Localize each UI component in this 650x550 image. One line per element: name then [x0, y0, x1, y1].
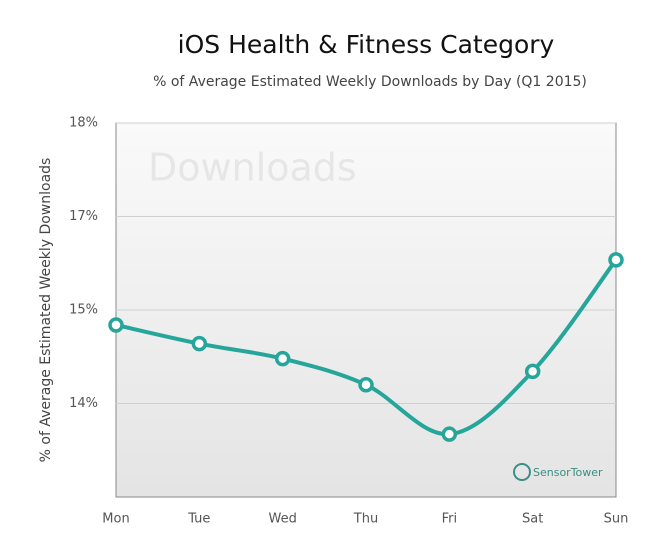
x-tick-label: Wed	[268, 512, 296, 527]
y-tick-label: 17%	[69, 209, 98, 224]
watermark: Downloads	[148, 146, 357, 190]
x-tick-label: Sun	[604, 512, 629, 527]
x-tick-label: Sat	[522, 512, 543, 527]
point	[274, 350, 291, 367]
point	[358, 377, 374, 393]
chart-title: iOS Health & Fitness Category	[178, 30, 555, 59]
brand: SensorTower	[533, 466, 603, 479]
y-axis-label: % of Average Estimated Weekly Downloads	[38, 158, 54, 463]
y-tick-label: 14%	[69, 396, 98, 411]
x-tick-label: Tue	[187, 512, 210, 527]
x-tick-label: Mon	[102, 512, 129, 527]
chart-subtitle: % of Average Estimated Weekly Downloads …	[153, 74, 587, 90]
point	[524, 363, 541, 380]
point	[108, 317, 124, 333]
y-tick-label: 15%	[69, 303, 98, 318]
brand-logo: SensorTower	[513, 463, 603, 481]
point	[608, 252, 624, 268]
point	[441, 426, 458, 442]
x-tick-label: Fri	[442, 512, 458, 527]
x-tick-label: Thu	[353, 512, 378, 527]
y-tick-label: 18%	[69, 116, 98, 131]
point	[191, 335, 208, 352]
